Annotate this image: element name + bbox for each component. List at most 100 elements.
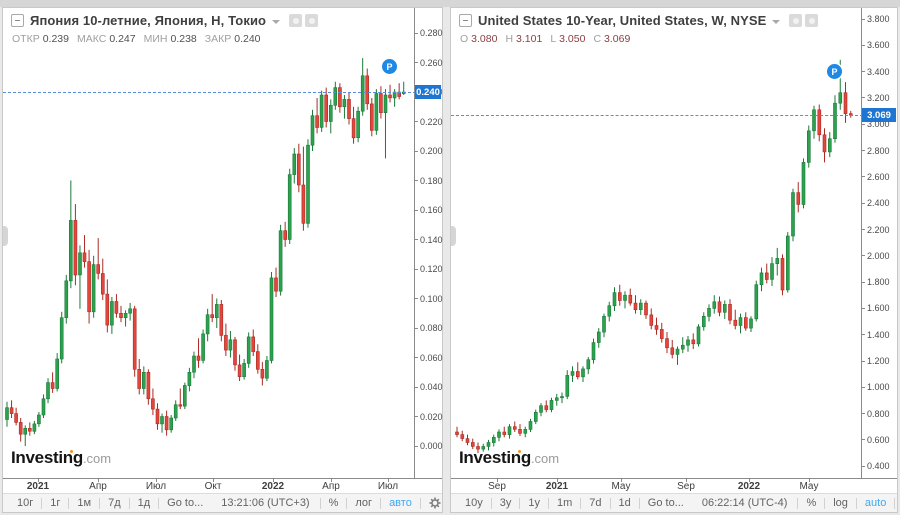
candle-body — [639, 302, 643, 311]
range-button-7d[interactable]: 7d — [589, 497, 602, 509]
candle-body — [675, 348, 680, 355]
candle-body — [301, 184, 306, 224]
candle-body — [665, 338, 669, 349]
panel-resize-handle[interactable] — [3, 226, 8, 246]
range-button-1м[interactable]: 1м — [77, 497, 92, 509]
y-axis-tick: 0.140 — [415, 235, 443, 245]
panel-resize-handle[interactable] — [451, 226, 456, 246]
candle-body — [155, 408, 160, 425]
collapse-chart-icon[interactable] — [459, 14, 472, 27]
chevron-down-icon[interactable] — [772, 19, 781, 24]
candle-body — [534, 411, 538, 422]
candle-body — [328, 105, 333, 122]
candle-body — [738, 317, 743, 326]
y-axis-tick: 3.200 — [862, 93, 890, 103]
candle-body — [702, 315, 706, 328]
x-axis-tickmark — [749, 479, 750, 482]
header-mini-icon[interactable] — [805, 14, 819, 27]
percent-scale-button[interactable]: % — [328, 497, 339, 509]
x-axis-label: Sep — [677, 481, 695, 492]
log-scale-button[interactable]: лог — [355, 497, 373, 509]
x-axis-label: 2021 — [545, 481, 569, 492]
y-axis-tick: 0.080 — [415, 323, 443, 333]
candle-body — [59, 317, 64, 360]
x-axis[interactable]: 2021 Апр Июл Окт 2022 Апр Июл — [3, 478, 442, 494]
x-axis-label: Окт — [204, 481, 222, 492]
candle-body — [41, 398, 46, 416]
candle-body — [523, 429, 528, 434]
toolbar-divider — [580, 497, 582, 509]
header-mini-icon[interactable] — [789, 14, 803, 27]
y-axis[interactable]: 0.240 0.2800.2600.2400.2200.2000.1800.16… — [414, 8, 443, 478]
last-price-badge: 0.240 — [415, 85, 441, 100]
header-mini-icon[interactable] — [305, 14, 319, 27]
y-axis-tick: 0.060 — [415, 353, 443, 363]
range-button-1m[interactable]: 1m — [557, 497, 573, 509]
price-marker-badge[interactable]: P — [382, 59, 397, 74]
candle-body — [465, 438, 470, 443]
collapse-chart-icon[interactable] — [11, 14, 24, 27]
goto-date-button[interactable]: Go to... — [167, 497, 204, 509]
candle-body — [160, 416, 164, 425]
range-button-1д[interactable]: 1д — [137, 497, 151, 509]
candle-body — [50, 382, 55, 389]
chevron-down-icon[interactable] — [272, 19, 281, 24]
toolbar-divider — [894, 497, 896, 509]
auto-scale-button[interactable]: авто — [389, 497, 412, 509]
candle-body — [712, 301, 717, 309]
toolbar-divider — [638, 497, 640, 509]
investing-logo: Investing.com — [11, 448, 111, 468]
candle-body — [843, 92, 848, 114]
y-axis[interactable]: 3.069 3.800 3.600 3.400 3.200 3.000 2.800 2.60… — [861, 8, 897, 478]
goto-date-button[interactable]: Go to... — [647, 497, 684, 509]
candle-body — [481, 446, 486, 450]
percent-scale-button[interactable]: % — [806, 497, 817, 509]
candle-body — [9, 407, 14, 414]
candle-body — [822, 134, 827, 153]
settings-gear-icon[interactable] — [895, 497, 900, 509]
y-axis-tick: 2.000 — [862, 251, 890, 261]
candle-body — [91, 264, 96, 313]
candle-body — [256, 351, 260, 370]
candle-body — [775, 258, 780, 264]
candle-body — [486, 442, 491, 447]
candlestick-plot[interactable] — [3, 8, 416, 478]
header-mini-icon[interactable] — [289, 14, 303, 27]
candle-body — [686, 339, 690, 346]
candle-body — [196, 355, 201, 361]
range-button-1d[interactable]: 1d — [618, 497, 631, 509]
range-button-10г[interactable]: 10г — [17, 497, 34, 509]
range-button-7д[interactable]: 7д — [108, 497, 121, 509]
candle-body — [46, 382, 50, 400]
x-axis-label: 2021 — [26, 481, 50, 492]
x-axis-tickmark — [156, 479, 157, 482]
auto-scale-button[interactable]: auto — [864, 497, 887, 509]
candle-body — [544, 405, 549, 410]
candle-body — [780, 258, 785, 291]
candle-body — [539, 405, 543, 413]
ohlc-value: 3.050 — [559, 33, 586, 45]
range-button-3y[interactable]: 3y — [499, 497, 512, 509]
candle-body — [137, 368, 141, 389]
candle-body — [581, 368, 585, 378]
candle-body — [347, 99, 351, 119]
clock-label: 06:22:14 (UTC-4) — [701, 497, 788, 509]
x-axis[interactable]: Sep 2021 May Sep 2022 May — [451, 478, 897, 494]
range-button-10y[interactable]: 10y — [465, 497, 483, 509]
ohlc-value: 3.101 — [516, 33, 543, 45]
price-marker-badge[interactable]: P — [827, 64, 842, 79]
settings-gear-icon[interactable] — [421, 497, 445, 509]
candle-body — [123, 312, 128, 318]
log-scale-button[interactable]: log — [833, 497, 848, 509]
candle-body — [388, 94, 392, 99]
toolbar-divider — [158, 497, 160, 509]
range-button-1y[interactable]: 1y — [528, 497, 540, 509]
y-axis-tick: 0.160 — [415, 205, 443, 215]
candlestick-plot[interactable] — [451, 8, 863, 478]
x-axis-tickmark — [621, 479, 622, 482]
candle-body — [796, 192, 801, 205]
candle-body — [356, 110, 360, 138]
candle-body — [549, 400, 554, 410]
x-axis-tickmark — [273, 479, 274, 482]
range-button-1г[interactable]: 1г — [50, 497, 61, 509]
